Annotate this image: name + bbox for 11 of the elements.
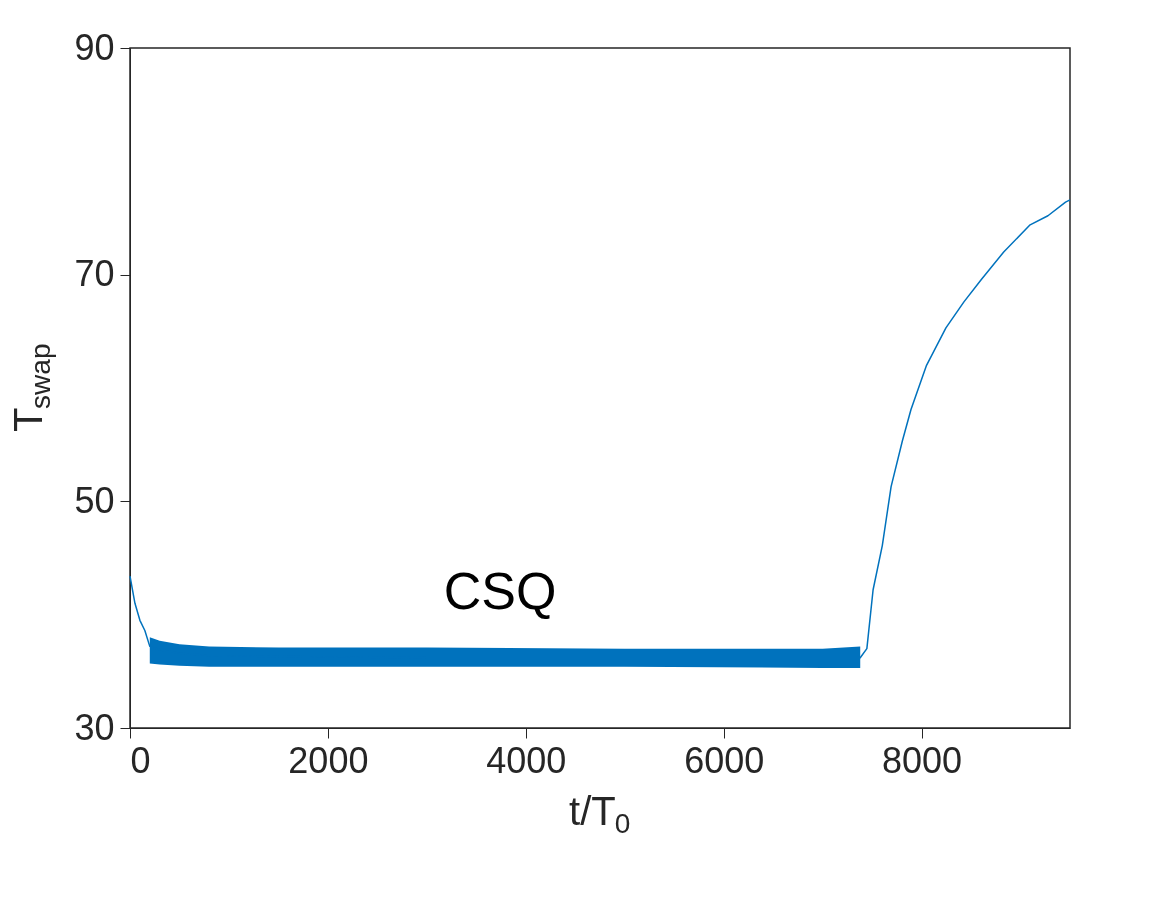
y-tick-label: 70 <box>74 253 115 295</box>
y-tick-label: 30 <box>74 706 115 748</box>
annotation: CSQ <box>443 562 557 620</box>
y-tick-label: 90 <box>74 26 115 68</box>
x-tick-label: 0 <box>130 739 151 781</box>
x-tick-label: 2000 <box>288 739 369 781</box>
x-tick-label: 8000 <box>882 739 963 781</box>
y-axis-title: Tswap <box>6 343 56 433</box>
x-tick-label: 4000 <box>486 739 567 781</box>
y-tick-label: 50 <box>74 479 115 521</box>
x-tick-label: 6000 <box>684 739 765 781</box>
